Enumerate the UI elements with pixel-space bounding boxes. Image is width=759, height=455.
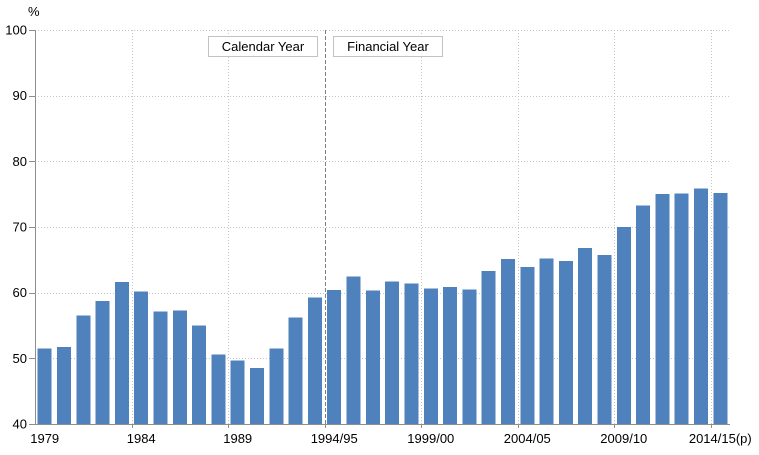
bar-2003-04 [501, 259, 515, 424]
bar-2004-05 [520, 267, 535, 424]
bar-1979 [37, 348, 52, 424]
x-axis-label-1984: 1984 [127, 431, 156, 446]
x-axis-label-1994-95: 1994/95 [311, 431, 358, 446]
bar-2010-11 [636, 205, 651, 424]
y-axis-unit-label: % [28, 4, 40, 19]
bar-1990 [250, 368, 264, 424]
y-axis-label-60: 60 [13, 285, 27, 300]
bar-2002-03 [481, 271, 496, 424]
x-axis-label-2014-15-p-: 2014/15(p) [689, 431, 752, 446]
bar-2013-14 [694, 188, 708, 424]
x-axis-label-2009-10: 2009/10 [600, 431, 647, 446]
y-axis-label-80: 80 [13, 154, 27, 169]
bar-2006-07 [558, 261, 573, 424]
bar-1992 [288, 317, 303, 424]
bar-1995-96 [346, 276, 361, 425]
y-axis-label-40: 40 [13, 417, 27, 432]
bar-2014-15-p- [713, 192, 728, 424]
y-axis-label-50: 50 [13, 351, 27, 366]
calendar-year-annotation-box: Calendar Year [208, 36, 318, 57]
financial-year-annotation-box: Financial Year [333, 36, 443, 57]
bar-1983 [114, 282, 129, 424]
bar-2011-12 [655, 194, 670, 424]
x-axis-label-1989: 1989 [223, 431, 252, 446]
bar-1998-99 [404, 283, 419, 424]
bar-1986 [172, 310, 187, 424]
bar-1994-95 [327, 290, 342, 424]
bar-1985 [153, 311, 168, 424]
y-axis-label-90: 90 [13, 88, 27, 103]
bar-1999-00 [423, 288, 438, 424]
bar-1988 [211, 354, 226, 424]
bar-2007-08 [578, 248, 593, 424]
bar-2000-01 [443, 286, 458, 424]
bar-1996-97 [365, 290, 380, 424]
x-axis-label-2004-05: 2004/05 [504, 431, 551, 446]
bar-1982 [95, 301, 110, 424]
bar-1997-98 [385, 281, 400, 424]
bar-2012-13 [674, 193, 689, 424]
y-axis-label-100: 100 [5, 23, 27, 38]
bar-1989 [230, 360, 245, 424]
bar-2009-10 [616, 227, 631, 424]
bar-1987 [192, 325, 207, 424]
y-axis-label-70: 70 [13, 220, 27, 235]
bar-1993 [307, 297, 322, 424]
bar-1981 [76, 315, 91, 424]
x-axis-label-1979: 1979 [30, 431, 59, 446]
x-axis-label-1999-00: 1999/00 [407, 431, 454, 446]
bar-2001-02 [462, 289, 477, 424]
bar-2005-06 [539, 258, 554, 424]
bar-2008-09 [597, 255, 612, 424]
bar-1984 [134, 291, 149, 424]
bar-1991 [269, 348, 284, 424]
bar-1980 [57, 347, 71, 424]
